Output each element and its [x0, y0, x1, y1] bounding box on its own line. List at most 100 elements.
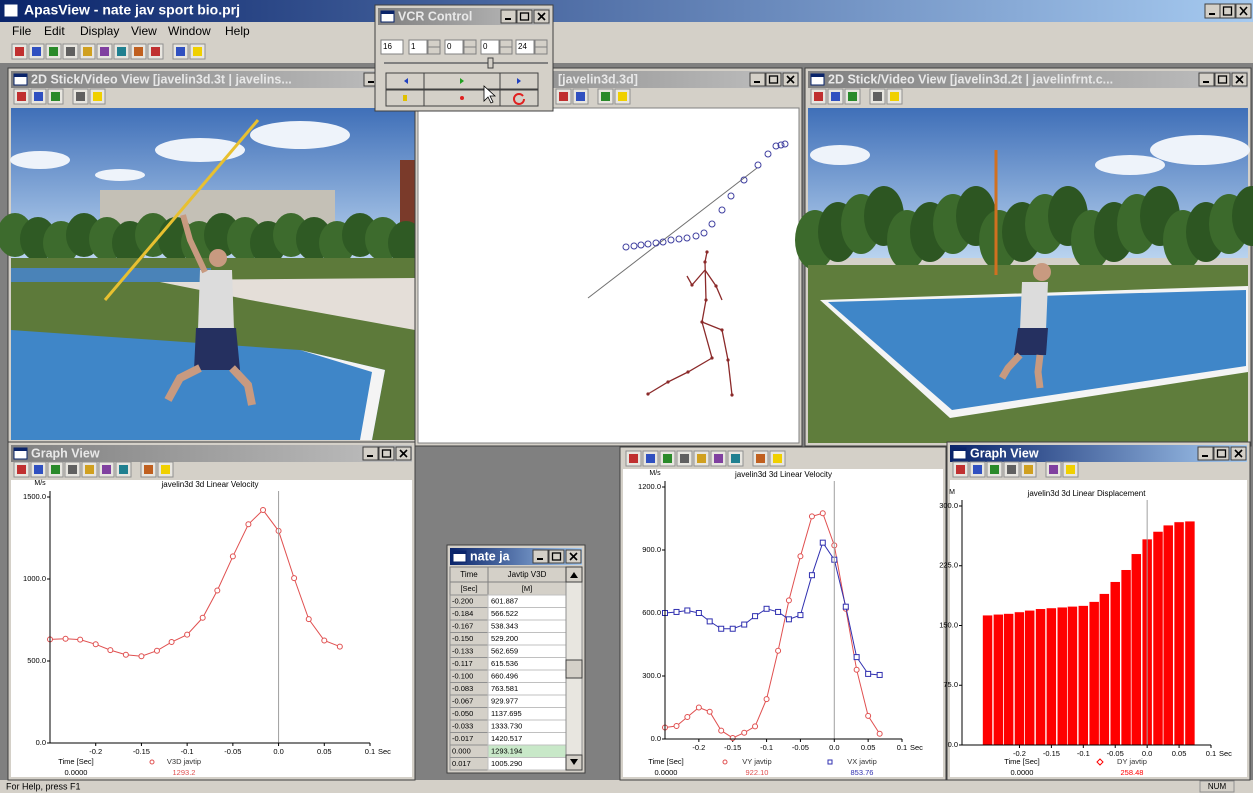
cell-text: 615.536: [491, 659, 518, 668]
maximize-button[interactable]: [1219, 3, 1236, 19]
trajectory-point: [683, 234, 691, 242]
point: [797, 612, 804, 619]
athlete-shirt: [1020, 282, 1048, 330]
toolbar-icon: [102, 465, 111, 474]
cloud: [1095, 155, 1165, 175]
chart-title: javelin3d 3d Linear Velocity: [161, 480, 259, 489]
point: [706, 618, 713, 625]
glyph: [1217, 75, 1228, 84]
window-title: Graph View: [970, 446, 1039, 460]
scroll-thumb[interactable]: [565, 659, 583, 679]
window-title: nate ja: [470, 549, 511, 563]
window-icon-bar: [953, 448, 966, 451]
menu-item[interactable]: File: [12, 24, 32, 38]
toolbar-icon: [66, 47, 75, 56]
vcr-button[interactable]: [499, 89, 539, 107]
x-unit: Sec: [1219, 749, 1232, 758]
point: [305, 616, 312, 623]
legend-marker: [1096, 758, 1104, 766]
maximize-button[interactable]: [1214, 72, 1231, 87]
trajectory-point: [764, 150, 772, 158]
toolbar-icon: [49, 47, 58, 56]
glyph: [399, 449, 408, 458]
title-bar: [11, 71, 413, 88]
maximize-button[interactable]: [516, 9, 533, 24]
athlete-legs: [1034, 354, 1044, 389]
athlete-arm: [180, 214, 208, 274]
minimize-button[interactable]: [1197, 446, 1214, 461]
x-tick-label: 0.05: [1172, 749, 1187, 758]
minimize-button[interactable]: [500, 9, 517, 24]
window-title: [javelin3d.3d]: [558, 72, 638, 86]
x-tick-label: -0.1: [181, 747, 194, 756]
readout: 258.48: [1121, 768, 1144, 777]
x-tick-label: -0.05: [224, 747, 241, 756]
minimize-button[interactable]: [1198, 72, 1215, 87]
spin-field[interactable]: [408, 39, 428, 55]
point: [752, 723, 759, 730]
cell-text: 660.496: [491, 671, 518, 680]
toolbar-icon: [134, 47, 143, 56]
point: [785, 616, 792, 623]
point: [321, 637, 328, 644]
maximize-button[interactable]: [378, 446, 395, 461]
glyph: [1239, 6, 1248, 16]
minimize-button[interactable]: [749, 72, 766, 87]
stick-joint: [690, 283, 694, 287]
maximize-button[interactable]: [765, 72, 782, 87]
chart-title: javelin3d 3d Linear Velocity: [734, 470, 832, 479]
toolbar-icon: [773, 454, 782, 463]
minimize-button[interactable]: [362, 446, 379, 461]
athlete-shirt: [198, 270, 234, 330]
spin-field[interactable]: [444, 39, 464, 55]
menu-item[interactable]: Help: [225, 24, 250, 38]
app-title: ApasView - nate jav sport bio.prj: [24, 2, 240, 18]
minimize-button[interactable]: [532, 549, 549, 564]
toolbar-icon: [1024, 465, 1033, 474]
bar: [1184, 520, 1196, 746]
menu-item[interactable]: Window: [168, 24, 211, 38]
bar: [1109, 581, 1121, 746]
cell-text: 562.659: [491, 646, 518, 655]
x-unit: Sec: [378, 747, 391, 756]
x-tick-label: -0.2: [89, 747, 102, 756]
spin-value: 0: [483, 42, 488, 51]
toolbar-icon: [973, 465, 982, 474]
spin-field[interactable]: [480, 39, 500, 55]
spin-field[interactable]: [380, 39, 404, 55]
y-unit: M: [949, 489, 955, 496]
y-tick-label: 900.0: [642, 545, 661, 554]
status-panel: [1199, 780, 1235, 793]
toolbar-icon: [51, 92, 60, 101]
maximize-button[interactable]: [1213, 446, 1230, 461]
maximize-button[interactable]: [548, 549, 565, 564]
menu-item[interactable]: Edit: [44, 24, 65, 38]
legend-marker: [149, 759, 155, 765]
window-title: 2D Stick/Video View [javelin3d.2t | jave…: [828, 72, 1113, 86]
y-unit: M/s: [34, 480, 46, 487]
cloud: [810, 145, 870, 165]
athlete-head: [1033, 263, 1051, 281]
x-tick-label: 0.1: [1206, 749, 1216, 758]
point: [741, 621, 748, 628]
minimize-button[interactable]: [1204, 3, 1221, 19]
stick-joint: [704, 298, 708, 302]
window-icon-bar: [14, 448, 27, 451]
glyph: [570, 759, 578, 765]
legend-label: DY javtip: [1117, 757, 1147, 766]
title-bar: [11, 445, 412, 462]
menu-item[interactable]: Display: [80, 24, 119, 38]
point: [853, 654, 860, 661]
toolbar-icon: [714, 454, 723, 463]
stick-joint: [730, 393, 734, 397]
spin-value: 0: [447, 42, 452, 51]
x-tick-label: -0.1: [1077, 749, 1090, 758]
spin-field[interactable]: [515, 39, 535, 55]
x-tick-label: 0.05: [317, 747, 332, 756]
glyph: [460, 96, 464, 100]
cell-text: -0.017: [452, 734, 473, 743]
menu-item[interactable]: View: [131, 24, 157, 38]
x-tick-label: 0.0: [273, 747, 283, 756]
slider-thumb[interactable]: [487, 57, 494, 69]
